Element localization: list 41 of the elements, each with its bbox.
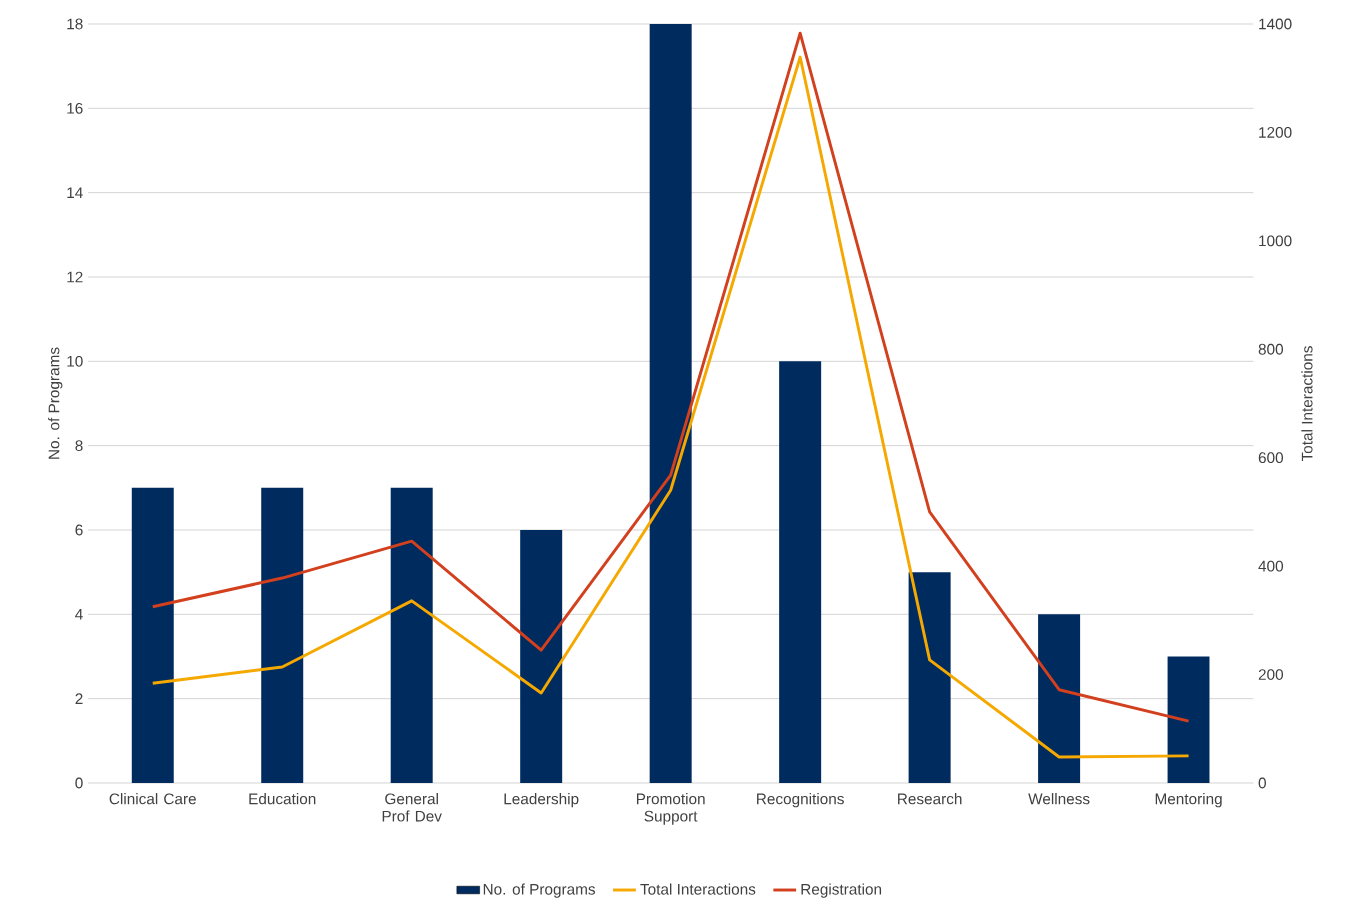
y-tick-label: 14 bbox=[67, 187, 83, 198]
y-tick-label: 2 bbox=[75, 693, 83, 705]
x-tick-label: Leadership bbox=[504, 793, 579, 808]
y-tick-label: 16 bbox=[67, 102, 83, 114]
x-tick-label: General Prof Dev bbox=[382, 793, 442, 822]
x-tick-label: Research bbox=[898, 793, 962, 805]
y-tick-label: 12 bbox=[67, 271, 83, 283]
y2-tick-label: 1200 bbox=[1259, 126, 1292, 138]
y2-tick-label: 400 bbox=[1258, 560, 1284, 572]
y-tick-label: 10 bbox=[67, 355, 83, 367]
bar bbox=[390, 487, 433, 783]
y2-tick-label: 200 bbox=[1258, 669, 1284, 680]
bar bbox=[261, 487, 304, 783]
y2-tick-label: 1400 bbox=[1259, 18, 1292, 30]
y-tick-label: 8 bbox=[75, 440, 83, 452]
y-tick-label: 0 bbox=[75, 777, 83, 789]
y-tick-label: 4 bbox=[75, 609, 83, 620]
x-tick-label: Education bbox=[249, 793, 316, 805]
bar bbox=[779, 361, 822, 783]
bar bbox=[649, 23, 692, 783]
y-tick-label: 6 bbox=[75, 524, 83, 536]
y2-tick-label: 800 bbox=[1258, 343, 1284, 355]
y2-tick-label: 0 bbox=[1258, 777, 1266, 789]
y2-tick-label: 1000 bbox=[1259, 235, 1292, 247]
x-tick-label: Recognitions bbox=[757, 793, 844, 808]
x-tick-label: Mentoring bbox=[1155, 793, 1222, 808]
legend-label: No. of Programs bbox=[483, 883, 596, 898]
y2-tick-label: 600 bbox=[1258, 452, 1284, 464]
x-tick-label: Clinical Care bbox=[109, 793, 196, 805]
bar bbox=[131, 487, 174, 783]
bar bbox=[908, 572, 951, 783]
y2-axis-title: Total Interactions bbox=[1301, 346, 1313, 462]
bar bbox=[520, 529, 563, 783]
legend-label: Total Interactions bbox=[640, 883, 756, 895]
y-tick-label: 18 bbox=[67, 18, 83, 30]
y-axis-title: No. of Programs bbox=[48, 347, 63, 459]
legend-label: Registration bbox=[801, 883, 882, 898]
x-tick-label: Promotion Support bbox=[636, 793, 705, 825]
bar bbox=[1167, 656, 1210, 783]
bar bbox=[1038, 614, 1081, 783]
x-tick-label: Wellness bbox=[1028, 793, 1090, 805]
